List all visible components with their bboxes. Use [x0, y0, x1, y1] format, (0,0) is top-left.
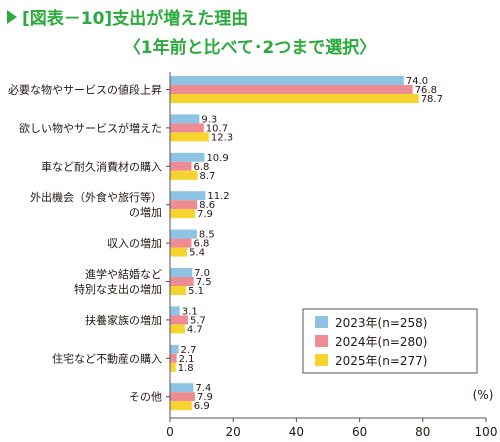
- data-label: 3.1: [182, 306, 198, 317]
- data-label: 76.8: [415, 85, 437, 96]
- bar: [170, 286, 187, 295]
- chart-subtitle: 〈1年前と比べて･2つまで選択〉: [123, 38, 377, 58]
- bar: [170, 209, 195, 219]
- bar: [170, 191, 206, 201]
- category-label: 住宅など不動産の購入: [52, 351, 162, 365]
- legend-swatch: [315, 354, 328, 366]
- bar: [170, 132, 209, 142]
- category-label: 特別な支出の増加: [74, 282, 162, 296]
- data-label: 7.9: [197, 209, 213, 220]
- chart-title: [図表－10]支出が増えた理由: [22, 9, 249, 29]
- bar: [170, 85, 413, 94]
- category-label: その他: [129, 391, 162, 404]
- x-tick-label: 20: [226, 425, 241, 439]
- data-label: 11.2: [207, 191, 229, 202]
- data-label: 7.0: [194, 268, 210, 279]
- bar: [170, 238, 192, 248]
- data-label: 5.7: [190, 315, 206, 326]
- data-label: 10.7: [206, 123, 228, 134]
- x-tick-label: 80: [415, 425, 430, 439]
- bar: [170, 229, 197, 239]
- bar: [170, 392, 195, 402]
- data-label: 2.7: [181, 345, 197, 356]
- category-label: 進学や結婚など: [85, 267, 162, 281]
- bar: [170, 344, 179, 354]
- bar: [170, 76, 404, 85]
- bar: [170, 268, 193, 277]
- category-label: の増加: [129, 206, 162, 219]
- bar: [170, 277, 194, 286]
- x-tick-label: 0: [166, 425, 174, 439]
- data-label: 5.1: [188, 286, 204, 297]
- title-triangle-icon: [7, 10, 17, 24]
- data-label: 7.4: [195, 383, 211, 394]
- data-label: 9.3: [201, 114, 217, 125]
- data-label: 7.9: [197, 392, 213, 403]
- data-label: 78.7: [421, 94, 443, 105]
- bar: [170, 123, 204, 133]
- category-label: 欲しい物やサービスが増えた: [19, 121, 162, 135]
- x-tick-label: 100: [475, 425, 498, 439]
- data-label: 2.1: [179, 354, 195, 365]
- bar: [170, 383, 194, 393]
- category-label: 扶養家族の増加: [85, 313, 162, 327]
- category-label: 車など耐久消費材の購入: [41, 159, 162, 173]
- bar: [170, 200, 198, 210]
- data-label: 74.0: [406, 76, 428, 87]
- x-tick-label: 40: [289, 425, 304, 439]
- data-label: 1.8: [178, 363, 194, 374]
- legend-swatch: [315, 316, 328, 328]
- unit-label: (%): [473, 388, 494, 402]
- chart-title-block: [図表－10]支出が増えた理由 〈1年前と比べて･2つまで選択〉: [0, 0, 500, 62]
- legend-label: 2024年(n=280): [335, 335, 427, 349]
- data-label: 6.8: [193, 162, 209, 173]
- bar: [170, 114, 200, 124]
- bar: [170, 170, 198, 180]
- legend-box: [302, 308, 478, 374]
- data-label: 8.7: [199, 171, 215, 182]
- bar: [170, 324, 185, 334]
- data-label: 12.3: [211, 132, 233, 143]
- bar: [170, 362, 176, 372]
- data-label: 6.9: [194, 401, 210, 412]
- data-label: 8.6: [199, 200, 215, 211]
- category-label: 外出機会（外食や旅行等）: [30, 190, 162, 204]
- legend-swatch: [315, 335, 328, 347]
- legend-label: 2025年(n=277): [335, 354, 427, 368]
- data-label: 5.4: [189, 248, 205, 259]
- data-label: 6.8: [193, 239, 209, 250]
- data-label: 10.9: [206, 153, 228, 164]
- legend-label: 2023年(n=258): [335, 316, 427, 330]
- category-label: 必要な物やサービスの値段上昇: [8, 83, 162, 97]
- data-label: 7.5: [196, 277, 212, 288]
- bar: [170, 353, 177, 363]
- data-label: 4.7: [187, 324, 203, 335]
- bar: [170, 306, 180, 316]
- bar: [170, 247, 188, 257]
- bar: [170, 161, 192, 171]
- bar: [170, 401, 192, 411]
- x-tick-label: 60: [352, 425, 367, 439]
- data-label: 8.5: [199, 230, 215, 241]
- bar: [170, 94, 419, 103]
- bar: [170, 152, 205, 162]
- category-label: 収入の増加: [107, 237, 162, 250]
- bar: [170, 315, 189, 325]
